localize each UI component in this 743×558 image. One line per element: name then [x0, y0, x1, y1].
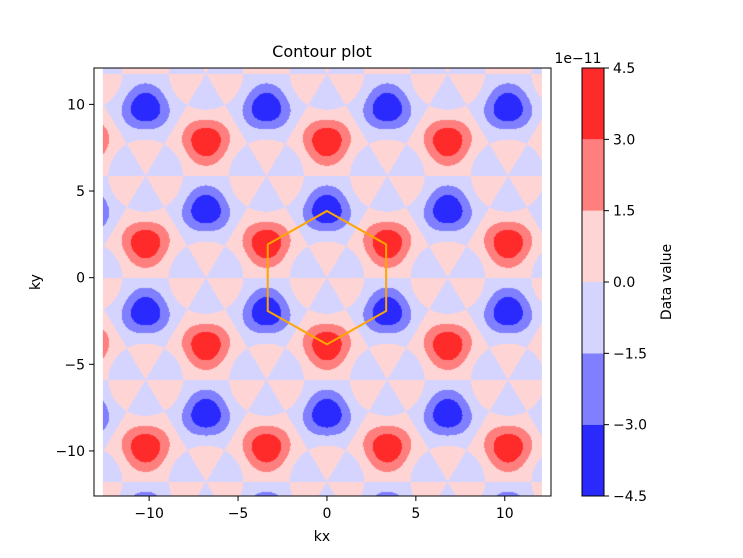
y-axis-title: ky	[28, 274, 44, 290]
colorbar-tick-label: 4.5	[613, 61, 635, 77]
colorbar-tick-label: −3.0	[613, 418, 647, 434]
y-tick-label: −5	[64, 357, 85, 373]
y-tick-label: −10	[55, 444, 85, 460]
colorbar-band	[582, 139, 604, 211]
colorbar-band	[582, 210, 604, 282]
colorbar: −4.5 −3.0 −1.5 0.0 1.5 3.0 4.5	[581, 61, 647, 505]
colorbar-title: Data value	[659, 244, 675, 320]
y-tick-label: 10	[67, 97, 85, 113]
colorbar-tick-label: 0.0	[613, 275, 635, 291]
x-tick-label: 5	[411, 506, 420, 522]
x-axis: −10 −5 0 5 10	[134, 496, 514, 522]
plot-area	[93, 67, 552, 497]
plot-frame	[93, 67, 552, 497]
x-axis-title: kx	[314, 529, 330, 545]
colorbar-band	[582, 424, 604, 496]
colorbar-scale-label: 1e−11	[554, 51, 601, 67]
x-tick-label: 10	[496, 506, 514, 522]
x-tick-label: 0	[322, 506, 331, 522]
colorbar-band	[582, 282, 604, 354]
colorbar-band	[582, 353, 604, 425]
y-tick-label: 0	[76, 271, 85, 287]
colorbar-tick-label: 3.0	[613, 132, 635, 148]
colorbar-band	[582, 68, 604, 140]
x-tick-label: −5	[228, 506, 249, 522]
hexagon-overlay	[266, 209, 388, 346]
colorbar-tick-label: 1.5	[613, 204, 635, 220]
contour-field	[102, 68, 542, 496]
x-tick-label: −10	[134, 506, 164, 522]
colorbar-tick-label: −1.5	[613, 346, 647, 362]
y-tick-label: 5	[76, 184, 85, 200]
chart-title: Contour plot	[272, 42, 372, 61]
colorbar-tick-label: −4.5	[613, 489, 647, 505]
y-axis: −10 −5 0 5 10	[55, 97, 94, 460]
